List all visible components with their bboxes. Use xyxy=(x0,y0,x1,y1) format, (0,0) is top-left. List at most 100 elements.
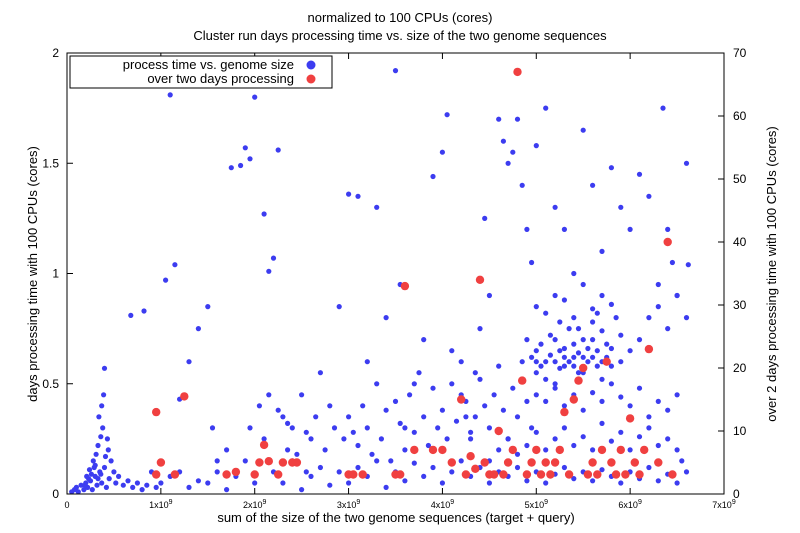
point-process-338 xyxy=(331,425,338,431)
point-process-232 xyxy=(575,326,582,332)
point-process-17 xyxy=(90,458,96,464)
point-process-171 xyxy=(533,370,539,376)
point-process-310 xyxy=(355,464,361,471)
point-process-97 xyxy=(472,370,478,376)
point-process-267 xyxy=(646,425,652,431)
point-process-286 xyxy=(618,480,624,486)
point-overtwo-0 xyxy=(152,407,161,417)
point-process-181 xyxy=(580,337,586,343)
point-process-211 xyxy=(580,354,586,360)
point-process-216 xyxy=(636,337,643,343)
point-overtwo-52 xyxy=(583,470,593,479)
point-process-44 xyxy=(92,462,98,468)
point-process-249 xyxy=(674,392,680,398)
point-process-276 xyxy=(524,478,530,484)
point-process-166 xyxy=(519,359,525,365)
point-process-82 xyxy=(364,359,370,365)
ticks-layer: 0 1x109 2x109 3x109 4x109 5x109 6x109 7x10900.5… xyxy=(42,46,746,510)
point-process-26 xyxy=(88,471,94,477)
point-process-56 xyxy=(186,359,192,365)
point-process-59 xyxy=(209,425,216,431)
point-process-41 xyxy=(82,482,88,488)
point-process-184 xyxy=(594,348,600,354)
y2-axis-label: over 2 days processing time with 100 CPU… xyxy=(764,126,779,422)
point-process-143 xyxy=(411,429,417,435)
point-process-329 xyxy=(266,392,272,398)
point-process-239 xyxy=(580,407,586,413)
point-process-28 xyxy=(105,447,111,453)
point-process-148 xyxy=(435,425,441,431)
point-overtwo-24 xyxy=(447,458,456,467)
point-process-138 xyxy=(388,458,394,464)
point-process-199 xyxy=(538,363,544,369)
point-process-293 xyxy=(683,469,690,475)
point-overtwo-59 xyxy=(616,445,625,455)
y-tick-label-1: 0.5 xyxy=(42,377,59,391)
point-process-257 xyxy=(552,436,558,442)
point-process-21 xyxy=(100,425,106,431)
point-process-135 xyxy=(374,381,380,387)
point-overtwo-6 xyxy=(231,467,241,477)
point-process-335 xyxy=(303,429,309,435)
point-process-308 xyxy=(336,469,342,475)
point-process-88 xyxy=(411,381,417,387)
point-process-236 xyxy=(552,385,558,391)
point-process-228 xyxy=(590,306,596,312)
point-process-3 xyxy=(75,489,81,495)
point-process-246 xyxy=(646,414,652,420)
point-process-292 xyxy=(674,480,680,486)
point-process-280 xyxy=(561,464,568,471)
point-process-152 xyxy=(453,418,460,424)
point-process-50 xyxy=(128,312,134,318)
point-process-129 xyxy=(346,414,352,420)
point-overtwo-55 xyxy=(597,445,607,455)
point-process-63 xyxy=(238,162,244,169)
point-process-296 xyxy=(224,487,230,493)
point-process-307 xyxy=(327,482,333,488)
point-process-167 xyxy=(524,398,530,404)
point-process-74 xyxy=(299,392,305,398)
point-process-34 xyxy=(125,478,131,484)
point-process-182 xyxy=(585,359,591,365)
point-process-240 xyxy=(590,390,596,396)
point-process-337 xyxy=(322,447,328,453)
point-process-2 xyxy=(73,484,79,490)
legend: process time vs. genome size over two da… xyxy=(69,55,333,89)
point-process-81 xyxy=(355,193,361,199)
point-overtwo-36 xyxy=(508,445,517,455)
y2-tick-label-4: 40 xyxy=(733,235,747,249)
point-process-87 xyxy=(402,425,408,431)
point-process-96 xyxy=(468,436,474,442)
point-overtwo-47 xyxy=(560,407,569,417)
point-overtwo-38 xyxy=(518,376,527,385)
point-process-145 xyxy=(421,414,427,420)
x-tick-label-6: 6x109 xyxy=(618,499,642,510)
point-process-205 xyxy=(594,363,600,369)
point-process-188 xyxy=(613,315,619,321)
point-process-222 xyxy=(533,304,539,310)
x-tick-label-0: 0 xyxy=(64,500,69,510)
point-process-23 xyxy=(101,392,107,398)
point-overtwo-53 xyxy=(588,458,597,467)
point-process-176 xyxy=(557,348,563,354)
y2-tick-label-2: 20 xyxy=(733,361,747,375)
point-process-317 xyxy=(421,473,427,479)
point-process-32 xyxy=(116,473,122,479)
point-process-161 xyxy=(496,363,502,369)
y2-tick-label-3: 30 xyxy=(733,298,747,312)
point-process-261 xyxy=(590,447,596,453)
x-tick-label-4: 4x109 xyxy=(431,499,455,510)
point-process-71 xyxy=(280,414,286,420)
point-process-141 xyxy=(402,447,408,453)
point-process-122 xyxy=(655,281,661,288)
point-process-147 xyxy=(430,385,436,391)
point-process-107 xyxy=(524,226,530,232)
point-process-332 xyxy=(285,420,291,426)
point-process-65 xyxy=(247,156,253,162)
point-process-217 xyxy=(646,315,652,321)
point-process-103 xyxy=(505,160,511,166)
point-overtwo-20 xyxy=(400,281,410,291)
point-process-165 xyxy=(514,414,521,420)
point-overtwo-68 xyxy=(668,470,677,479)
